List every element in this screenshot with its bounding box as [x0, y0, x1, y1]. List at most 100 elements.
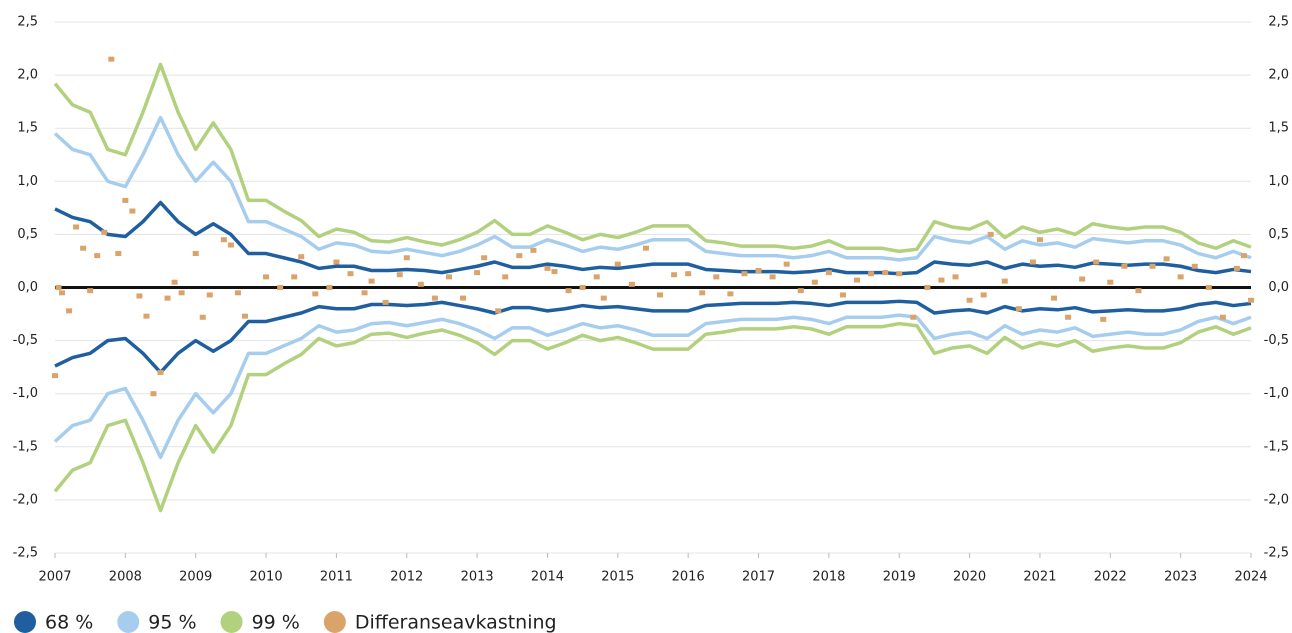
y2-tick-label: -1,0	[1264, 386, 1289, 401]
scatter-point	[460, 295, 467, 301]
upper-line	[53, 62, 1252, 254]
scatter-point	[741, 271, 748, 277]
scatter-point	[1065, 314, 1072, 320]
y-tick-label: 0,0	[17, 280, 38, 295]
y-tick-label: -2,0	[13, 492, 38, 507]
scatter-point	[108, 56, 115, 62]
scatter-point	[129, 208, 136, 214]
upper-line	[54, 200, 1252, 276]
x-tick-label: 2020	[953, 570, 986, 585]
scatter-point	[868, 271, 875, 277]
scatter-point	[52, 373, 58, 379]
x-tick-label: 2009	[179, 570, 212, 585]
y2-tick-label: 0,5	[1268, 227, 1289, 242]
scatter-point	[227, 242, 234, 248]
scatter-point	[1191, 263, 1198, 269]
scatter-point	[495, 308, 502, 314]
y-tick-label: -1,0	[13, 386, 38, 401]
y2-tick-label: 2,5	[1268, 15, 1289, 30]
scatter-point	[206, 292, 213, 298]
scatter-point	[241, 313, 248, 319]
scatter-point	[1015, 306, 1022, 312]
y2-tick-label: -0,5	[1264, 333, 1289, 348]
y-tick-label: 1,0	[17, 174, 38, 189]
scatter-point	[910, 314, 917, 320]
legend-label: 68 %	[45, 612, 93, 633]
scatter-point	[882, 270, 889, 276]
scatter-point	[150, 391, 157, 397]
scatter-point	[403, 255, 410, 261]
legend-swatch	[220, 611, 243, 633]
scatter-point	[980, 292, 987, 298]
scatter-point	[551, 269, 558, 275]
y-tick-label: 2,0	[17, 68, 38, 83]
y-tick-label: 0,5	[17, 227, 38, 242]
scatter-point	[938, 277, 945, 283]
y-tick-label: -1,5	[13, 439, 38, 454]
scatter-point	[192, 251, 199, 257]
scatter-point	[1001, 278, 1008, 284]
x-tick-label: 2024	[1234, 570, 1267, 585]
x-tick-label: 2011	[320, 570, 353, 585]
scatter-point	[685, 271, 692, 277]
upper-line	[53, 115, 1252, 262]
scatter-point	[164, 295, 171, 301]
y2-tick-label: -2,0	[1264, 492, 1289, 507]
scatter-point	[291, 274, 298, 280]
x-tick-label: 2015	[601, 570, 634, 585]
x-tick-label: 2023	[1164, 570, 1197, 585]
y-tick-label: 2,5	[17, 15, 38, 30]
legend-swatch	[14, 611, 36, 633]
legend-swatch	[323, 611, 346, 633]
x-tick-label: 2012	[390, 570, 423, 585]
x-tick-label: 2007	[38, 570, 71, 585]
scatter-point	[544, 265, 551, 271]
scatter-point	[333, 259, 340, 265]
scatter-point	[73, 224, 80, 230]
legend-swatch	[117, 611, 140, 633]
x-tick-label: 2014	[531, 570, 564, 585]
scatter-point	[1149, 263, 1156, 269]
scatter-point	[234, 290, 241, 296]
y2-tick-label: -2,5	[1264, 546, 1289, 561]
scatter-point	[614, 261, 621, 267]
scatter-point	[263, 274, 270, 280]
scatter-point	[298, 254, 305, 260]
scatter-point	[825, 270, 832, 276]
scatter-point	[769, 274, 776, 280]
scatter-point	[396, 272, 403, 278]
y-tick-label: -2,5	[13, 546, 38, 561]
scatter-point	[966, 297, 973, 303]
scatter-point	[178, 290, 185, 296]
scatter-point	[1248, 297, 1254, 303]
scatter-point	[579, 285, 586, 290]
scatter-point	[347, 271, 354, 277]
scatter-point	[445, 274, 452, 280]
scatter-point	[87, 288, 94, 294]
scatter-point	[171, 279, 178, 285]
scatter-point	[115, 251, 122, 257]
scatter-point	[854, 277, 861, 283]
scatter-point	[312, 291, 319, 297]
scatter-point	[361, 290, 368, 296]
scatter-point	[368, 278, 375, 284]
scatter-point	[481, 255, 488, 261]
scatter-point	[199, 314, 206, 320]
scatter-point	[136, 293, 143, 299]
scatter-point	[952, 274, 959, 280]
scatter-point	[55, 285, 62, 290]
lower-line	[53, 321, 1252, 513]
x-tick-label: 2008	[109, 570, 142, 585]
scatter-point	[157, 369, 164, 375]
x-tick-label: 2016	[672, 570, 705, 585]
lower-line	[53, 313, 1252, 460]
scatter-point	[924, 285, 931, 290]
scatter-point	[122, 197, 129, 203]
legend-label: Differanseavkastning	[355, 612, 557, 633]
y2-tick-label: 1,0	[1268, 174, 1289, 189]
scatter-point	[896, 271, 903, 277]
scatter-point	[1107, 279, 1114, 285]
scatter-point	[1240, 253, 1247, 259]
scatter-point	[382, 299, 389, 305]
x-tick-label: 2010	[250, 570, 283, 585]
